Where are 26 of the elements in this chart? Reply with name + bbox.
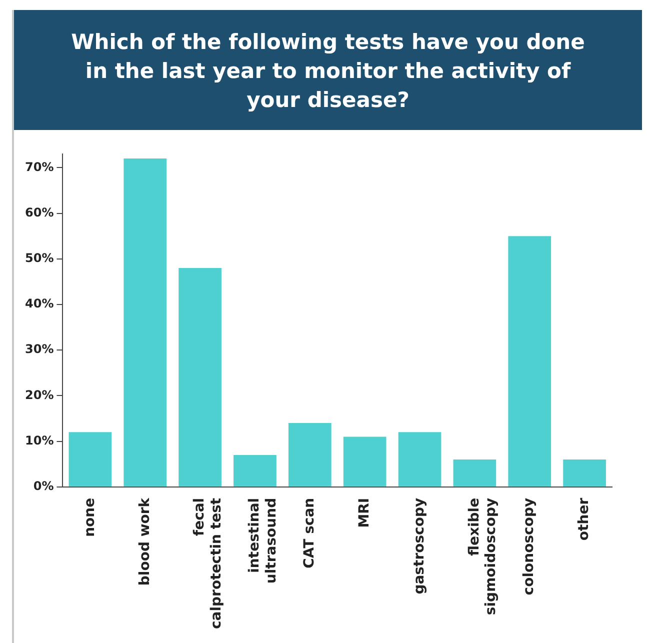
x-tick-label: gastroscopy (411, 498, 428, 594)
bar (234, 454, 276, 486)
y-tick-label: 50% (24, 251, 54, 266)
bar (68, 432, 112, 486)
x-tick-label: CAT scan (302, 498, 318, 568)
y-tick-label: 10% (24, 433, 54, 448)
x-tick-label: colonoscopy (521, 498, 538, 596)
bar (563, 460, 606, 486)
bar (124, 158, 167, 486)
bar (508, 236, 552, 486)
bar (178, 268, 222, 486)
y-tick-label: 0% (33, 479, 54, 494)
bar (288, 423, 332, 486)
x-tick-label: MRI (356, 498, 372, 528)
y-tick-label: 40% (24, 296, 54, 311)
y-tick-label: 70% (24, 160, 54, 174)
bar (343, 436, 386, 486)
bar (398, 432, 442, 486)
y-tick-label: 60% (24, 205, 54, 220)
y-tick-label: 30% (24, 342, 54, 356)
x-tick-label: none (82, 498, 98, 537)
y-tick-label: 20% (24, 388, 54, 402)
chart-title: Which of the following tests have you done in the last year to monitor the activity of your disease? (14, 10, 642, 130)
x-tick-label: blood work (136, 497, 153, 586)
bar (453, 460, 496, 486)
x-tick-label: other (576, 498, 592, 541)
